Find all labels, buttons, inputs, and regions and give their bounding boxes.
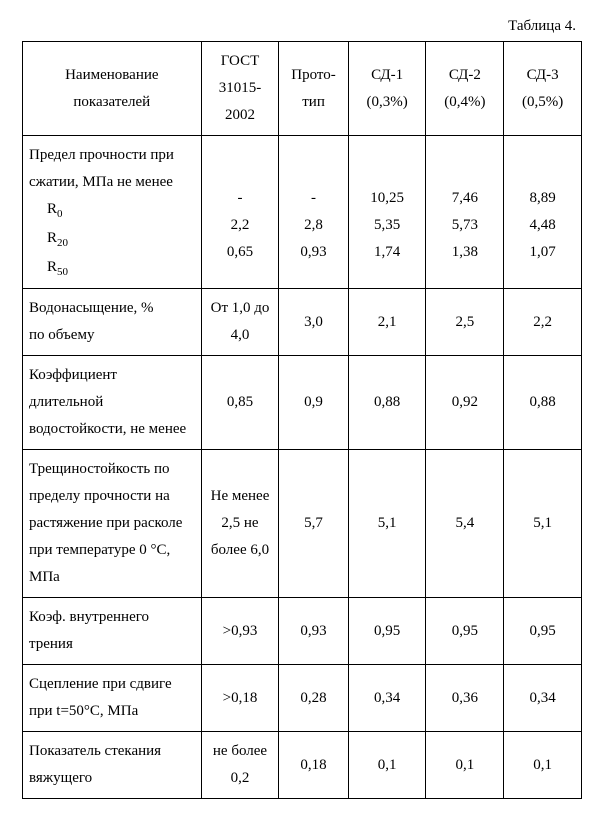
header-row: Наименование показателей ГОСТ 31015-2002… bbox=[23, 42, 582, 136]
cell-name: Водонасыщение, %по объему bbox=[23, 289, 202, 356]
cell-gost: >0,93 bbox=[201, 598, 279, 665]
table-row: Показатель стекания вяжущегоне более 0,2… bbox=[23, 732, 582, 799]
cell-gost: 0,85 bbox=[201, 356, 279, 450]
table-row: Предел прочности при сжатии, МПа не мене… bbox=[23, 136, 582, 289]
cell-sd1: 0,1 bbox=[348, 732, 426, 799]
cell-proto: 3,0 bbox=[279, 289, 348, 356]
cell-sd1: 0,34 bbox=[348, 665, 426, 732]
col-gost: ГОСТ 31015-2002 bbox=[201, 42, 279, 136]
table-caption: Таблица 4. bbox=[22, 18, 576, 35]
table-row: Сцепление при сдвиге при t=50°С, МПа>0,1… bbox=[23, 665, 582, 732]
cell-name: Коэффициент длительной водостойкости, не… bbox=[23, 356, 202, 450]
cell-sd2: 7,465,731,38 bbox=[426, 136, 504, 289]
cell-proto: -2,80,93 bbox=[279, 136, 348, 289]
col-sd1: СД-1 (0,3%) bbox=[348, 42, 426, 136]
cell-sd3: 5,1 bbox=[504, 450, 582, 598]
col-proto: Прото-тип bbox=[279, 42, 348, 136]
cell-gost: Не менее 2,5 не более 6,0 bbox=[201, 450, 279, 598]
cell-sd3: 0,95 bbox=[504, 598, 582, 665]
cell-sd1: 5,1 bbox=[348, 450, 426, 598]
col-sd3: СД-3 (0,5%) bbox=[504, 42, 582, 136]
table-row: Коэф. внутреннего трения>0,930,930,950,9… bbox=[23, 598, 582, 665]
cell-proto: 0,18 bbox=[279, 732, 348, 799]
cell-sd2: 5,4 bbox=[426, 450, 504, 598]
col-name: Наименование показателей bbox=[23, 42, 202, 136]
data-table: Наименование показателей ГОСТ 31015-2002… bbox=[22, 41, 582, 799]
cell-proto: 0,93 bbox=[279, 598, 348, 665]
cell-gost: От 1,0 до 4,0 bbox=[201, 289, 279, 356]
cell-sd2: 0,1 bbox=[426, 732, 504, 799]
cell-name: Показатель стекания вяжущего bbox=[23, 732, 202, 799]
cell-sd3: 2,2 bbox=[504, 289, 582, 356]
col-sd2: СД-2 (0,4%) bbox=[426, 42, 504, 136]
cell-proto: 0,28 bbox=[279, 665, 348, 732]
cell-sd1: 0,95 bbox=[348, 598, 426, 665]
cell-name: Предел прочности при сжатии, МПа не мене… bbox=[23, 136, 202, 289]
cell-gost: -2,20,65 bbox=[201, 136, 279, 289]
cell-sd3: 8,894,481,07 bbox=[504, 136, 582, 289]
cell-proto: 0,9 bbox=[279, 356, 348, 450]
table-row: Водонасыщение, %по объемуОт 1,0 до 4,03,… bbox=[23, 289, 582, 356]
cell-name: Коэф. внутреннего трения bbox=[23, 598, 202, 665]
cell-proto: 5,7 bbox=[279, 450, 348, 598]
cell-sd2: 0,92 bbox=[426, 356, 504, 450]
cell-sd3: 0,88 bbox=[504, 356, 582, 450]
cell-name: Сцепление при сдвиге при t=50°С, МПа bbox=[23, 665, 202, 732]
cell-sd3: 0,1 bbox=[504, 732, 582, 799]
table-row: Трещиностойкость по пределу прочности на… bbox=[23, 450, 582, 598]
cell-sd1: 10,255,351,74 bbox=[348, 136, 426, 289]
cell-name: Трещиностойкость по пределу прочности на… bbox=[23, 450, 202, 598]
cell-gost: >0,18 bbox=[201, 665, 279, 732]
table-row: Коэффициент длительной водостойкости, не… bbox=[23, 356, 582, 450]
cell-gost: не более 0,2 bbox=[201, 732, 279, 799]
cell-sd1: 0,88 bbox=[348, 356, 426, 450]
cell-sd1: 2,1 bbox=[348, 289, 426, 356]
cell-sd2: 2,5 bbox=[426, 289, 504, 356]
cell-sd3: 0,34 bbox=[504, 665, 582, 732]
cell-sd2: 0,36 bbox=[426, 665, 504, 732]
cell-sd2: 0,95 bbox=[426, 598, 504, 665]
